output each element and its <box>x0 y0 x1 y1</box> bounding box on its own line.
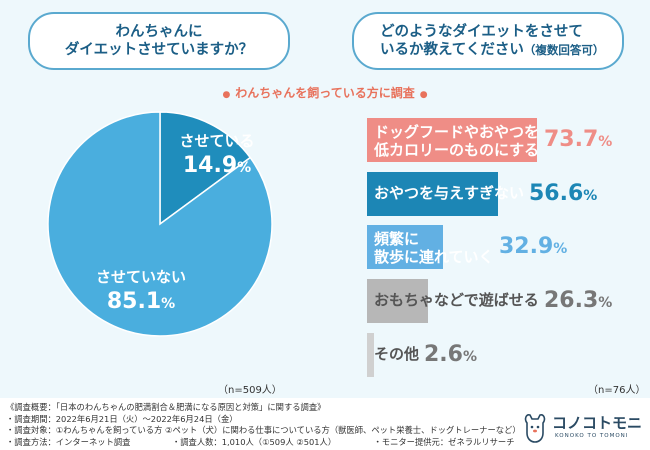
bar-label-line: おやつを与えすぎない <box>374 184 525 202</box>
pie-label-doing: させている 14.9% <box>162 130 272 178</box>
bar-label-line: ドッグフードやおやつを <box>374 123 540 141</box>
pie-slice-not-doing <box>47 111 273 337</box>
bar-label-4: その他 <box>374 338 419 363</box>
pie-slice-doing <box>159 111 252 226</box>
bar-value-number: 56.6 <box>529 181 584 206</box>
pie-unit-not-doing: % <box>161 296 176 312</box>
bar-label-line: 頻繁に <box>374 230 420 248</box>
bar-value-number: 2.6 <box>424 342 463 367</box>
bar-value-number: 73.7 <box>544 127 599 152</box>
question-left-line1: わんちゃんに <box>115 24 203 40</box>
note-line: ・調査期間：2022年6月21日（火）～2022年6月24日（金） <box>6 413 238 424</box>
dog-icon <box>524 414 546 443</box>
bar-1: おやつを与えすぎない <box>367 172 524 216</box>
bar-value-1: 56.6% <box>529 181 597 206</box>
logo-sub: KONOKO TO TOMONI <box>555 433 629 439</box>
logo-name: コノコトモニ <box>552 414 643 432</box>
survey-notes: 《調査概要：「日本のわんちゃんの肥満割合＆肥満になる原因と対策」に関する調査》 … <box>6 402 521 448</box>
bar-0: ドッグフードやおやつを 低カロリーのものにする <box>367 118 539 162</box>
pie-unit-doing: % <box>237 160 252 176</box>
question-right-line1: どのようなダイエットをさせて <box>380 24 583 40</box>
bar-value-unit: % <box>598 295 613 311</box>
bar-value-3: 26.3% <box>544 288 612 313</box>
pie-chart <box>47 111 273 337</box>
bar-value-2: 32.9% <box>499 234 567 259</box>
bar-value-unit: % <box>583 188 598 204</box>
bar-label-line: おもちゃなどで遊ばせる <box>374 291 539 309</box>
pie-label-not-doing-name: させていない <box>95 268 186 286</box>
question-right-note: （複数回答可） <box>523 43 605 57</box>
dot-icon: ● <box>419 90 428 100</box>
note-line: ・調査対象：①わんちゃんを飼っている方 ②ペット（犬）に関わる仕事についている方… <box>6 425 521 435</box>
bar-3: おもちゃなどで遊ばせる <box>367 279 539 323</box>
bar-label-line: その他 <box>374 345 420 363</box>
pie-label-not-doing: させていない 85.1% <box>66 266 216 314</box>
survey-subtitle: ● わんちゃんを飼っている方に調査 ● <box>0 84 650 101</box>
bar-value-0: 73.7% <box>544 127 612 152</box>
bar-value-number: 26.3 <box>544 288 599 313</box>
bar-label-0: ドッグフードやおやつを 低カロリーのものにする <box>374 123 539 159</box>
brand-logo: コノコトモニ KONOKO TO TOMONI <box>522 408 650 448</box>
bar-n-label: （n=76人） <box>588 385 646 396</box>
pie-label-doing-name: させている <box>179 132 255 150</box>
note-line: ・調査方法：インターネット調査 ・調査人数：1,010人（①509人 ②501人… <box>6 436 515 447</box>
question-left: わんちゃんに ダイエットさせていますか？ <box>28 12 290 70</box>
pie-value-doing: 14.9 <box>182 153 238 178</box>
bar-label-line: 散歩に連れていく <box>374 248 494 266</box>
bar-4: その他 <box>367 333 419 377</box>
pie-n-label: （n=509人） <box>218 385 282 396</box>
subtitle-text: わんちゃんを飼っている方に調査 <box>235 86 415 100</box>
bar-label-3: おもちゃなどで遊ばせる <box>374 284 539 309</box>
note-line: 《調査概要：「日本のわんちゃんの肥満割合＆肥満になる原因と対策」に関する調査》 <box>6 402 326 412</box>
bar-label-1: おやつを与えすぎない <box>374 177 524 202</box>
question-right-line2: いるか教えてください <box>380 42 524 58</box>
bar-value-4: 2.6% <box>424 342 477 367</box>
question-right: どのようなダイエットをさせて いるか教えてください（複数回答可） <box>352 12 624 70</box>
bar-value-unit: % <box>462 349 478 365</box>
bar-value-number: 32.9 <box>499 234 554 259</box>
bar-value-unit: % <box>553 241 568 257</box>
bar-label-line: 低カロリーのものにする <box>374 141 540 159</box>
bar-value-unit: % <box>598 134 613 150</box>
bar-label-2: 頻繁に 散歩に連れていく <box>374 230 494 266</box>
dot-icon: ● <box>222 90 231 100</box>
pie-value-not-doing: 85.1 <box>106 289 162 314</box>
question-left-line2: ダイエットさせていますか？ <box>64 42 254 58</box>
bar-2: 頻繁に 散歩に連れていく <box>367 225 494 269</box>
